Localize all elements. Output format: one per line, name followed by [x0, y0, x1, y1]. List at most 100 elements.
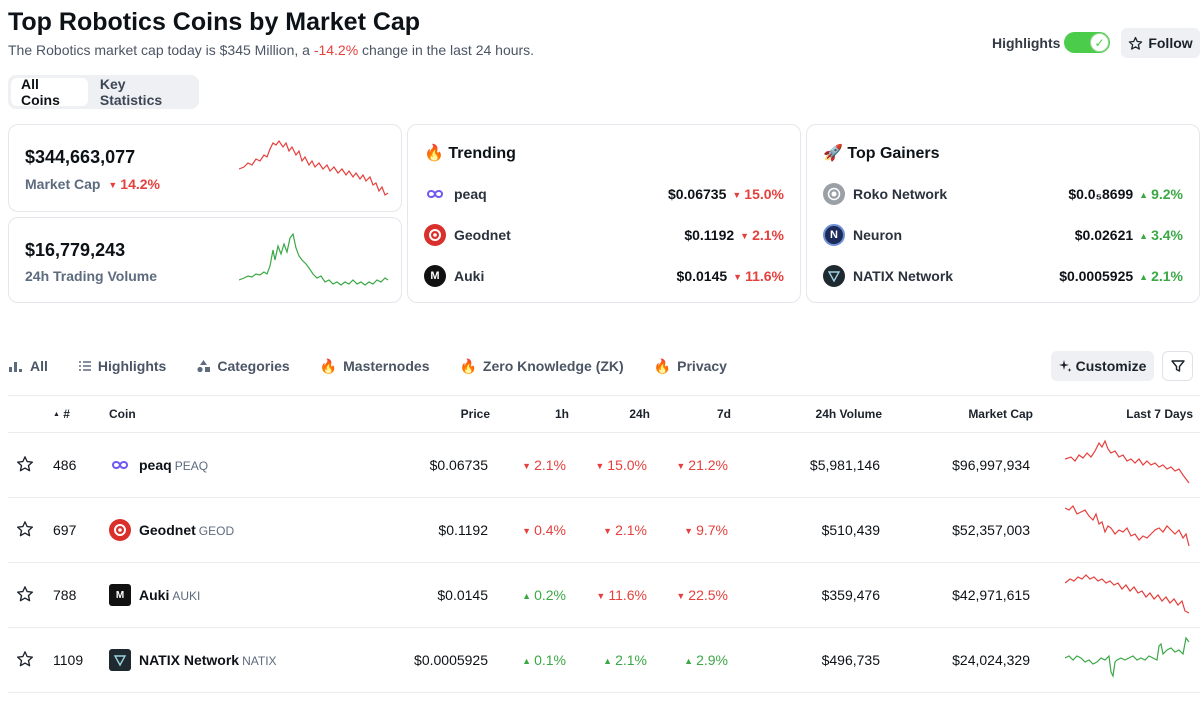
- volume-value: $16,779,243: [25, 240, 126, 260]
- filter-button[interactable]: [1162, 351, 1193, 381]
- shapes-icon: [197, 360, 211, 373]
- last-7-days-sparkline: [1065, 636, 1190, 678]
- gainer-item-price: $0.02621: [1074, 227, 1134, 243]
- check-icon: ✓: [1090, 33, 1109, 52]
- tab-zero-knowledge[interactable]: 🔥 Zero Knowledge (ZK): [459, 358, 623, 375]
- market-cap-value: $344,663,077: [25, 147, 136, 167]
- caret-up-icon: ▲: [1139, 190, 1149, 200]
- top-gainers-card: 🚀 Top Gainers Roko Network $0.0₅8699 ▲ 9.…: [806, 124, 1200, 303]
- trending-title: Trending: [448, 145, 516, 162]
- change-1h-cell: ▼ 0.4%: [522, 522, 566, 538]
- trending-item-change: ▼ 11.6%: [733, 268, 784, 284]
- follow-button[interactable]: Follow: [1121, 28, 1200, 58]
- caret-up-icon: ▲: [522, 591, 532, 601]
- fire-icon: 🔥: [653, 357, 672, 374]
- price-header[interactable]: Price: [460, 407, 490, 421]
- trending-item[interactable]: Geodnet $0.1192 ▼ 2.1%: [424, 223, 784, 247]
- coin-name-cell[interactable]: Auki AUKI: [139, 587, 200, 603]
- table-row[interactable]: 788 M Auki AUKI $0.0145 ▲ 0.2% ▼ 11.6% ▼ 22.5% $359…: [8, 563, 1200, 628]
- market-cap-card: $344,663,077 Market Cap ▼ 14.2%: [8, 124, 402, 212]
- 24h-header[interactable]: 24h: [629, 407, 650, 421]
- sort-rank-header[interactable]: ▲ #: [53, 407, 70, 421]
- volume-sparkline: [239, 232, 389, 286]
- tab-key-statistics[interactable]: Key Statistics: [99, 76, 163, 108]
- trending-item-name: peaq: [454, 186, 487, 202]
- tab-all[interactable]: All: [8, 358, 48, 374]
- caret-down-icon: ▼: [676, 591, 686, 601]
- geodnet-logo-icon: [109, 519, 131, 541]
- sort-up-icon: ▲: [53, 411, 60, 418]
- natix-logo-icon: [109, 649, 131, 671]
- coin-name-cell[interactable]: NATIX Network NATIX: [139, 652, 277, 668]
- trending-item[interactable]: peaq $0.06735 ▼ 15.0%: [424, 182, 784, 206]
- tab-highlights[interactable]: Highlights: [78, 358, 166, 374]
- star-icon[interactable]: [16, 585, 34, 603]
- top-gainers-title-row: 🚀 Top Gainers: [823, 143, 940, 163]
- coin-name-cell[interactable]: peaq PEAQ: [139, 457, 208, 473]
- change-24h-cell: ▼ 15.0%: [595, 457, 647, 473]
- volume-card: $16,779,243 24h Trading Volume: [8, 217, 402, 303]
- star-icon[interactable]: [16, 650, 34, 668]
- price-cell: $0.06735: [429, 457, 488, 473]
- geodnet-logo-icon: [424, 224, 446, 246]
- page-subtitle: The Robotics market cap today is $345 Mi…: [8, 42, 534, 58]
- gainer-item-change: ▲ 9.2%: [1139, 186, 1183, 202]
- trending-item-name: Geodnet: [454, 227, 511, 243]
- change-7d-cell: ▼ 21.2%: [676, 457, 728, 473]
- tab-masternodes[interactable]: 🔥 Masternodes: [320, 358, 430, 375]
- gainer-item[interactable]: NATIX Network $0.0005925 ▲ 2.1%: [823, 264, 1183, 288]
- coin-name-cell[interactable]: Geodnet GEOD: [139, 522, 234, 538]
- 7d-header[interactable]: 7d: [716, 407, 731, 421]
- coin-name: NATIX Network: [139, 652, 240, 668]
- trending-card: 🔥 Trending peaq $0.06735 ▼ 15.0% Geodnet …: [407, 124, 801, 303]
- next-row-sparkline: [1060, 693, 1200, 702]
- customize-button[interactable]: Customize: [1051, 351, 1154, 381]
- trending-item-price: $0.06735: [667, 186, 727, 202]
- gainer-item-change: ▲ 2.1%: [1139, 268, 1183, 284]
- caret-down-icon: ▼: [732, 190, 742, 200]
- trending-item[interactable]: M Auki $0.0145 ▼ 11.6%: [424, 264, 784, 288]
- tab-masternodes-label: Masternodes: [343, 358, 430, 374]
- gainer-item-name: Roko Network: [853, 186, 948, 202]
- tab-all-coins[interactable]: All Coins: [11, 76, 88, 108]
- subtitle-text: The Robotics market cap today is $345 Mi…: [8, 42, 314, 58]
- tab-categories[interactable]: Categories: [196, 358, 290, 374]
- gainer-item[interactable]: N Neuron $0.02621 ▲ 3.4%: [823, 223, 1183, 247]
- table-row[interactable]: 697 Geodnet GEOD $0.1192 ▼ 0.4% ▼ 2.1% ▼ 9.7% $510…: [8, 498, 1200, 563]
- follow-label: Follow: [1148, 35, 1193, 51]
- gainer-item[interactable]: Roko Network $0.0₅8699 ▲ 9.2%: [823, 182, 1183, 206]
- table-row[interactable]: 1109 NATIX Network NATIX $0.0005925 ▲ 0.1% ▲ 2.…: [8, 628, 1200, 693]
- change-24h-cell: ▼ 11.6%: [596, 587, 647, 603]
- trending-item-price: $0.0145: [676, 268, 728, 284]
- fire-icon: 🔥: [459, 357, 477, 374]
- star-icon[interactable]: [16, 455, 34, 473]
- trending-item-change: ▼ 15.0%: [732, 186, 784, 202]
- volume-header[interactable]: 24h Volume: [815, 407, 882, 421]
- coin-name: peaq: [139, 457, 172, 473]
- peaq-logo-icon: [109, 454, 131, 476]
- coin-name: Geodnet: [139, 522, 196, 538]
- last-7-days-sparkline: [1065, 439, 1190, 484]
- neuron-logo-icon: N: [823, 224, 845, 246]
- peaq-logo-icon: [424, 183, 446, 205]
- coin-header[interactable]: Coin: [109, 407, 136, 421]
- change-1h-cell: ▲ 0.2%: [522, 587, 566, 603]
- market-cap-header[interactable]: Market Cap: [968, 407, 1033, 421]
- caret-down-icon: ▼: [596, 591, 606, 601]
- highlights-toggle[interactable]: ✓: [1064, 32, 1110, 53]
- gainer-item-price: $0.0₅8699: [1068, 186, 1134, 202]
- rank-cell: 1109: [53, 652, 84, 668]
- coin-symbol: PEAQ: [174, 459, 209, 473]
- caret-up-icon: ▲: [684, 656, 694, 666]
- gainer-item-name: Neuron: [853, 227, 902, 243]
- table-row[interactable]: 486 peaq PEAQ $0.06735 ▼ 2.1% ▼ 15.0% ▼ 21.2% $5,9…: [8, 433, 1200, 498]
- 1h-header[interactable]: 1h: [554, 407, 569, 421]
- trending-item-change: ▼ 2.1%: [740, 227, 784, 243]
- gainer-item-change: ▲ 3.4%: [1139, 227, 1183, 243]
- caret-down-icon: ▼: [684, 526, 694, 536]
- market-cap-label: Market Cap: [25, 176, 101, 192]
- caret-down-icon: ▼: [740, 231, 750, 241]
- tab-privacy[interactable]: 🔥 Privacy: [654, 358, 727, 375]
- caret-up-icon: ▲: [1139, 272, 1149, 282]
- star-icon[interactable]: [16, 520, 34, 538]
